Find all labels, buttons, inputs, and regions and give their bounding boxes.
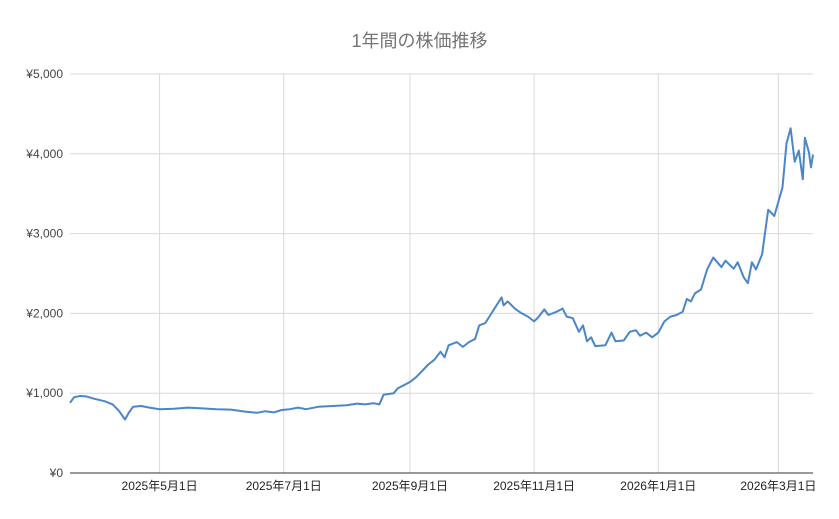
gridlines (70, 73, 813, 473)
x-tick-label: 2026年1月1日 (620, 479, 696, 493)
x-tick-label: 2025年5月1日 (122, 479, 198, 493)
y-tick-label: ¥2,000 (25, 306, 63, 320)
x-tick-label: 2025年11月1日 (493, 479, 575, 493)
y-tick-label: ¥1,000 (25, 386, 63, 400)
x-axis-labels: 2025年5月1日 2025年7月1日 2025年9月1日 2025年11月1日 202… (122, 479, 817, 493)
chart-title: 1年間の株価推移 (351, 31, 488, 51)
y-tick-label: ¥0 (49, 466, 64, 480)
y-tick-label: ¥5,000 (25, 67, 63, 81)
x-tick-label: 2026年3月1日 (740, 479, 816, 493)
x-tick-label: 2025年9月1日 (372, 479, 448, 493)
y-axis-labels: ¥0 ¥1,000 ¥2,000 ¥3,000 ¥4,000 ¥5,000 (25, 67, 63, 480)
x-tick-label: 2025年7月1日 (246, 479, 322, 493)
y-tick-label: ¥4,000 (25, 147, 63, 161)
y-tick-label: ¥3,000 (25, 227, 63, 241)
price-series-line (69, 127, 814, 421)
